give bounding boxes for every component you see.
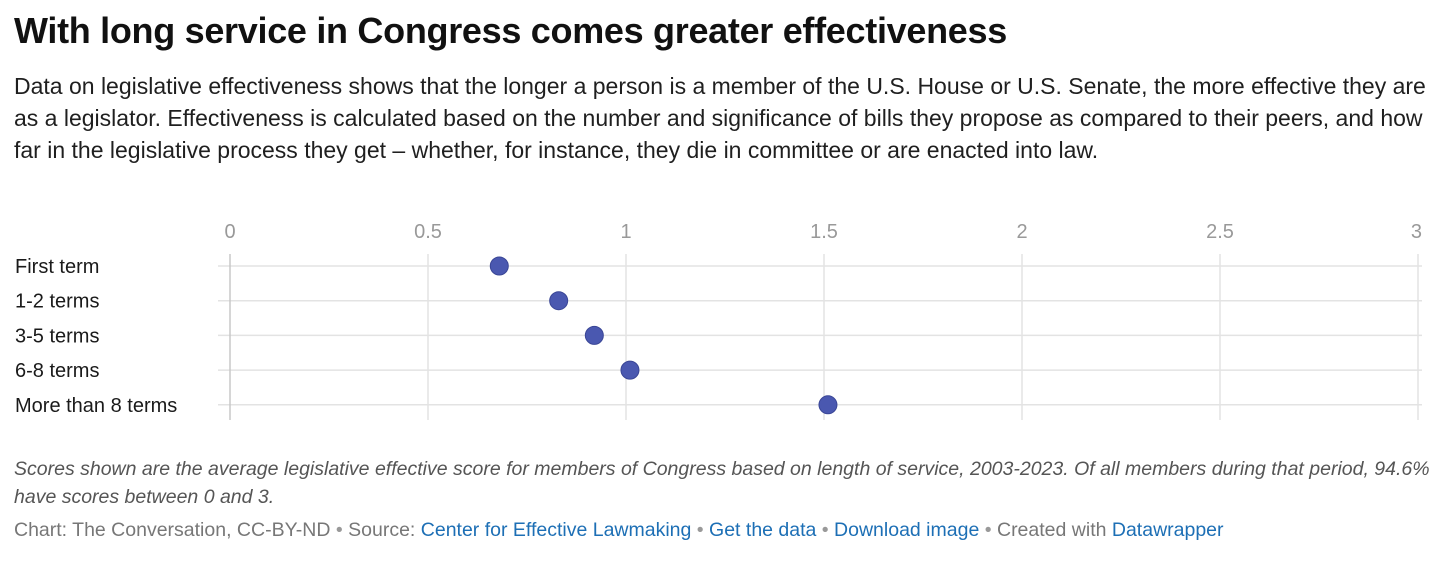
data-point (620, 360, 640, 380)
data-point (549, 291, 569, 311)
source-link[interactable]: Center for Effective Lawmaking (420, 519, 692, 541)
chart-notes: Scores shown are the average legislative… (14, 458, 1430, 508)
x-tick-label: 1.5 (810, 221, 838, 243)
data-point (584, 325, 604, 345)
created-with-label: Created with (996, 519, 1107, 541)
category-label: 1-2 terms (15, 291, 99, 313)
source-label: Source: (348, 519, 416, 541)
chart-credit: Chart: The Conversation, CC-BY-ND (14, 519, 331, 541)
category-label: First term (15, 256, 99, 278)
category-label: 3-5 terms (15, 325, 99, 347)
chart-subtitle: Data on legislative effectiveness shows … (14, 73, 1426, 163)
datawrapper-link[interactable]: Datawrapper (1111, 519, 1224, 541)
x-tick-label: 2.5 (1206, 221, 1234, 243)
data-point (489, 256, 509, 276)
x-tick-label: 1 (620, 221, 631, 243)
get-the-data-link[interactable]: Get the data (709, 519, 817, 541)
footer-separator: • (984, 519, 992, 541)
data-point (818, 395, 838, 415)
x-tick-label: 0.5 (414, 221, 442, 243)
dot-plot: 0 0.5 1 1.5 2 2.5 3 First term 1-2 terms 3-5 term… (15, 221, 1422, 420)
x-tick-label: 2 (1016, 221, 1027, 243)
footer-separator: • (696, 519, 704, 541)
footer-separator: • (335, 519, 343, 541)
chart-footer: Chart: The Conversation, CC-BY-ND • Sour… (14, 516, 1442, 544)
download-image-link[interactable]: Download image (834, 519, 980, 541)
chart-title: With long service in Congress comes grea… (14, 10, 1007, 51)
x-tick-label: 0 (224, 221, 235, 243)
footer-separator: • (821, 519, 829, 541)
category-label: More than 8 terms (15, 395, 177, 417)
x-tick-label: 3 (1411, 221, 1422, 243)
category-label: 6-8 terms (15, 360, 99, 382)
